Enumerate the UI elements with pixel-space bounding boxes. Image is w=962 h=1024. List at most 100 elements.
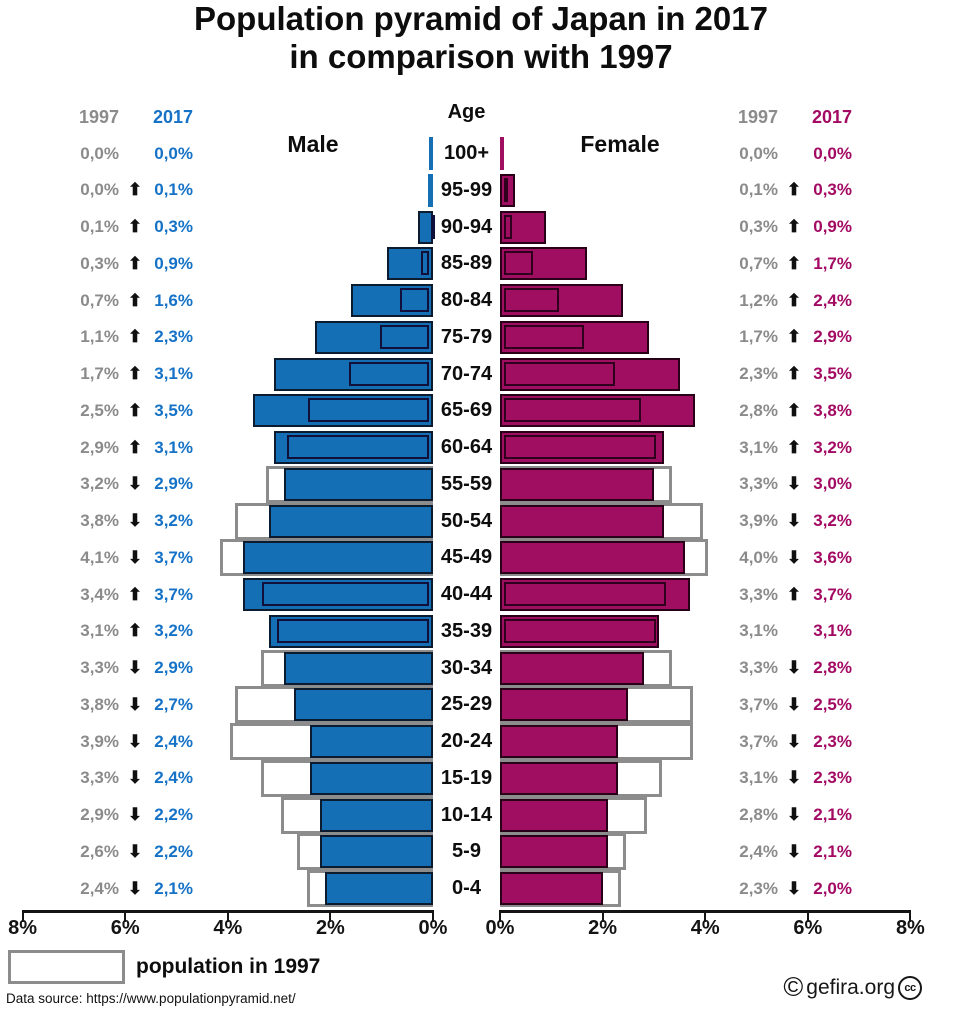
female-2017-bar (500, 761, 618, 795)
male-2017-value: 2,3% (154, 327, 193, 347)
female-1997-value: 2,3% (739, 878, 778, 898)
female-1997-outline (504, 214, 513, 239)
male-2017-bar (294, 688, 433, 722)
age-group-label: 10-14 (440, 803, 493, 826)
female-value-labels: 3,3% ⬆ 3,7% (709, 576, 852, 613)
female-trend-arrow-icon: ⬆ (786, 253, 802, 273)
female-1997-outline (504, 582, 667, 606)
male-trend-arrow-icon: ⬇ (127, 658, 143, 677)
female-2017-value: 2,1% (813, 841, 852, 861)
female-1997-outline (504, 324, 585, 349)
age-axis-title: Age (447, 101, 486, 123)
female-1997-outline (504, 398, 641, 423)
female-value-labels: 2,8% ⬇ 2,1% (709, 797, 852, 834)
female-value-labels: 2,3% ⬇ 2,0% (709, 870, 852, 907)
female-section-title: Female (580, 131, 660, 157)
female-2017-value: 2,4% (813, 290, 852, 310)
left-header-2017: 2017 (152, 107, 193, 127)
x-axis-tick-label: 8% (8, 917, 38, 939)
male-value-labels: 3,8% ⬇ 3,2% (50, 503, 193, 540)
female-1997-value: 3,3% (739, 658, 778, 677)
female-value-labels: 2,3% ⬆ 3,5% (709, 356, 852, 393)
male-2017-bar (268, 504, 433, 538)
male-value-labels: 3,2% ⬇ 2,9% (50, 466, 193, 503)
age-group-label: 0-4 (452, 877, 481, 899)
female-trend-arrow-icon: ⬆ (786, 180, 802, 200)
age-group-label: 20-24 (440, 730, 493, 752)
male-1997-value: 3,8% (80, 694, 119, 714)
female-2017-value: 3,2% (813, 437, 852, 457)
male-value-labels: 2,9% ⬆ 3,1% (50, 429, 193, 466)
age-group-label: 45-49 (440, 546, 493, 569)
male-1997-outline (261, 582, 429, 606)
female-value-labels: 3,9% ⬇ 3,2% (709, 503, 852, 540)
male-trend-arrow-icon: ⬇ (127, 768, 143, 788)
male-1997-value: 3,8% (80, 511, 119, 530)
male-2017-bar (243, 541, 433, 575)
male-2017-bar (320, 835, 433, 869)
male-1997-outline (276, 618, 429, 643)
female-2017-value: 0,0% (813, 143, 852, 163)
male-2017-bar (429, 137, 433, 170)
male-value-labels: 3,9% ⬇ 2,4% (50, 723, 193, 760)
female-1997-value: 3,3% (739, 584, 778, 604)
female-value-labels: 0,3% ⬆ 0,9% (709, 209, 852, 246)
x-axis-tick (329, 910, 332, 922)
male-value-labels: 0,7% ⬆ 1,6% (50, 282, 193, 319)
female-2017-value: 1,7% (813, 253, 852, 273)
male-trend-arrow-icon: ⬇ (127, 694, 143, 714)
x-axis-tick-label: 6% (793, 917, 823, 939)
male-value-labels: 0,0% ⬆ 0,1% (50, 172, 193, 209)
left-year-headers: 1997 2017 (50, 99, 193, 136)
female-1997-value: 3,7% (739, 694, 778, 714)
male-1997-outline (348, 361, 429, 386)
female-value-labels: 0,1% ⬆ 0,3% (709, 172, 852, 209)
male-value-labels: 2,4% ⬇ 2,1% (50, 870, 193, 907)
female-1997-value: 3,1% (739, 437, 778, 457)
female-value-labels: 0,0% 0,0% (709, 135, 852, 172)
male-2017-value: 0,9% (154, 253, 193, 273)
age-group-label: 55-59 (440, 472, 493, 495)
female-trend-arrow-icon: ⬆ (786, 584, 802, 604)
male-2017-bar (427, 173, 433, 207)
male-value-labels: 4,1% ⬇ 3,7% (50, 539, 193, 576)
age-group-label: 65-69 (440, 399, 493, 422)
female-1997-value: 2,8% (739, 805, 778, 824)
age-group-label: 40-44 (440, 583, 493, 605)
female-1997-value: 0,0% (739, 143, 778, 163)
male-value-labels: 3,1% ⬆ 3,2% (50, 613, 193, 650)
female-trend-arrow-icon: ⬇ (786, 805, 802, 824)
male-trend-arrow-icon: ⬆ (127, 217, 143, 236)
male-trend-arrow-icon: ⬆ (127, 180, 143, 200)
male-1997-value: 0,3% (80, 253, 119, 273)
male-1997-value: 3,1% (80, 621, 119, 641)
age-group-label: 70-74 (440, 362, 493, 385)
credit: © gefira.org cc (783, 974, 922, 1001)
male-1997-value: 3,3% (80, 658, 119, 677)
right-year-headers: 1997 2017 (709, 99, 852, 136)
age-group-label: 25-29 (440, 693, 493, 716)
female-1997-value: 2,8% (739, 400, 778, 420)
male-trend-arrow-icon: ⬆ (127, 253, 143, 273)
female-2017-value: 3,0% (813, 474, 852, 494)
left-header-1997: 1997 (78, 107, 119, 127)
x-axis-tick-label: 8% (895, 917, 925, 939)
female-1997-value: 3,1% (739, 768, 778, 788)
age-group-label: 35-39 (440, 619, 493, 642)
male-2017-bar (309, 725, 433, 758)
age-group-label: 75-79 (440, 325, 493, 348)
male-1997-value: 2,5% (80, 400, 119, 420)
female-1997-outline (504, 288, 559, 312)
female-trend-arrow-icon: ⬆ (786, 364, 802, 383)
female-trend-arrow-icon: ⬇ (786, 474, 802, 494)
female-1997-value: 2,3% (739, 364, 778, 383)
chart-title-line1: Population pyramid of Japan in 2017 (194, 0, 768, 37)
male-2017-value: 0,0% (154, 143, 193, 163)
female-value-labels: 3,1% 3,1% (709, 613, 852, 650)
x-axis-tick (909, 910, 912, 922)
male-1997-value: 2,9% (80, 437, 119, 457)
female-value-labels: 3,3% ⬇ 2,8% (709, 650, 852, 687)
x-axis-tick (806, 910, 809, 922)
male-trend-arrow-icon: ⬇ (127, 805, 143, 824)
